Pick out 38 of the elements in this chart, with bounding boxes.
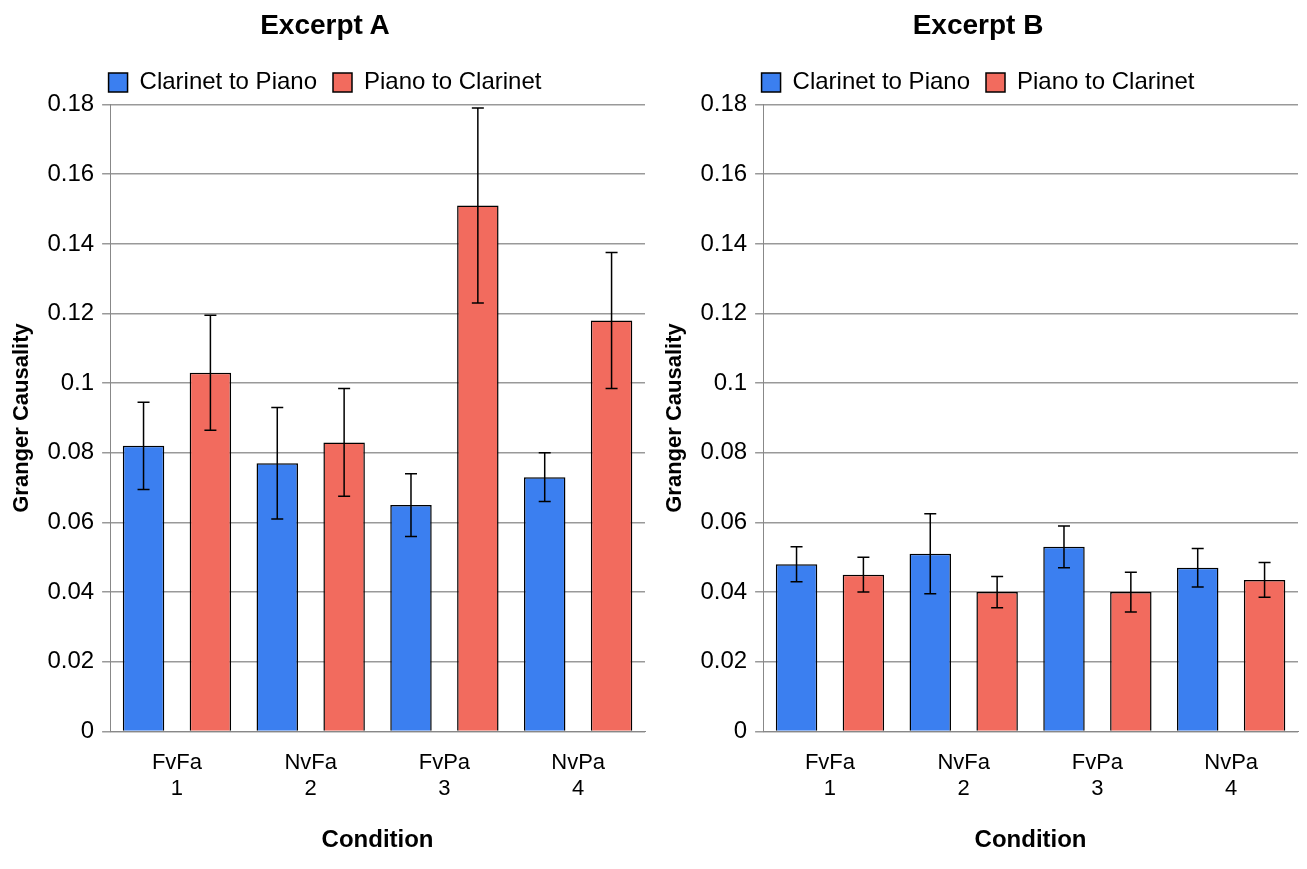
y-tick-label: 0.06 [47, 507, 95, 535]
y-tick-label: 0.16 [47, 158, 95, 186]
x-tick-label: FvFa 1 [151, 748, 203, 801]
y-tick-label: 0.06 [700, 507, 748, 535]
y-tick-label: 0.14 [700, 228, 748, 256]
y-tick-label: 0 [80, 716, 95, 744]
x-tick-label: FvFa 1 [804, 748, 856, 801]
x-tick-label: NvFa 2 [937, 748, 991, 801]
x-axis-title: Condition [974, 825, 1087, 853]
x-tick-label: NvFa 2 [284, 748, 338, 801]
y-tick-label: 0.04 [700, 576, 748, 604]
y-tick-label: 0.12 [700, 298, 748, 326]
y-tick-label: 0.18 [47, 89, 95, 117]
y-tick-label: 0.08 [47, 437, 95, 465]
y-tick-label: 0 [733, 716, 748, 744]
y-tick-label: 0.1 [60, 367, 95, 395]
x-tick-label: NvPa 4 [1204, 748, 1259, 801]
y-tick-label: 0.16 [700, 158, 748, 186]
legend-label: Piano to Clarinet [364, 67, 542, 95]
y-tick-label: 0.12 [47, 298, 95, 326]
y-axis-title: Granger Causality [8, 322, 34, 513]
chart-title: Excerpt B [912, 8, 1044, 40]
legend-label: Clarinet to Piano [792, 67, 970, 95]
y-tick-label: 0.02 [700, 646, 748, 674]
y-tick-label: 0.04 [47, 576, 95, 604]
y-tick-label: 0.1 [713, 367, 748, 395]
x-tick-label: FvPa 3 [418, 748, 471, 801]
legend-label: Piano to Clarinet [1017, 67, 1195, 95]
y-tick-label: 0.18 [700, 89, 748, 117]
y-tick-label: 0.08 [700, 437, 748, 465]
y-tick-label: 0.02 [47, 646, 95, 674]
legend-label: Clarinet to Piano [139, 67, 317, 95]
y-axis-title: Granger Causality [661, 322, 687, 513]
x-axis-title: Condition [321, 825, 434, 853]
x-tick-label: FvPa 3 [1071, 748, 1124, 801]
x-tick-label: NvPa 4 [551, 748, 606, 801]
y-tick-label: 0.14 [47, 228, 95, 256]
chart-title: Excerpt A [260, 8, 390, 40]
